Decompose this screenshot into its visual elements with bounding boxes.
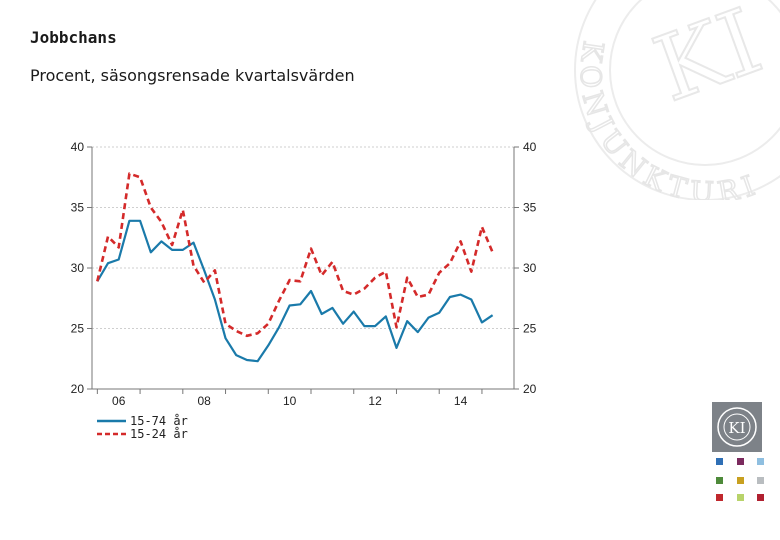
series-line-15-24: [96, 172, 494, 338]
legend-label-15-24: 15-24 år: [130, 427, 188, 441]
x-axis-tick-label: 08: [197, 394, 211, 408]
color-swatch: [737, 477, 744, 484]
color-swatch: [757, 494, 764, 501]
chart-title: Jobbchans: [30, 28, 117, 47]
color-swatch: [757, 477, 764, 484]
color-swatch: [716, 458, 723, 465]
y-axis-right-tick-label: 20: [523, 382, 537, 396]
x-axis-tick-label: 06: [112, 394, 126, 408]
y-axis-left-tick-label: 25: [71, 322, 85, 336]
color-swatch: [757, 458, 764, 465]
x-axis-tick-label: 14: [454, 394, 468, 408]
series-line-15-74: [96, 219, 494, 363]
color-swatch: [716, 477, 723, 484]
y-axis-right-tick-label: 30: [523, 261, 537, 275]
y-axis-left-tick-label: 30: [71, 261, 85, 275]
color-swatch: [737, 458, 744, 465]
y-axis-left-tick-label: 40: [71, 140, 85, 154]
x-axis-tick-label: 10: [283, 394, 297, 408]
institute-seal-watermark: KI KONJUNKTURINSTITUTET: [565, 0, 780, 200]
y-axis-left-tick-label: 35: [71, 201, 85, 215]
color-swatch: [716, 494, 723, 501]
y-axis-right-tick-label: 40: [523, 140, 537, 154]
y-axis-right-tick-label: 35: [523, 201, 537, 215]
ki-logo: KI: [712, 402, 762, 452]
x-axis-tick-label: 12: [368, 394, 382, 408]
chart-subtitle: Procent, säsongsrensade kvartalsvärden: [30, 66, 355, 85]
svg-text:KI: KI: [728, 419, 745, 437]
y-axis-left-tick-label: 20: [71, 382, 85, 396]
color-swatch: [737, 494, 744, 501]
legend-label-15-74: 15-74 år: [130, 414, 188, 428]
y-axis-right-tick-label: 25: [523, 322, 537, 336]
